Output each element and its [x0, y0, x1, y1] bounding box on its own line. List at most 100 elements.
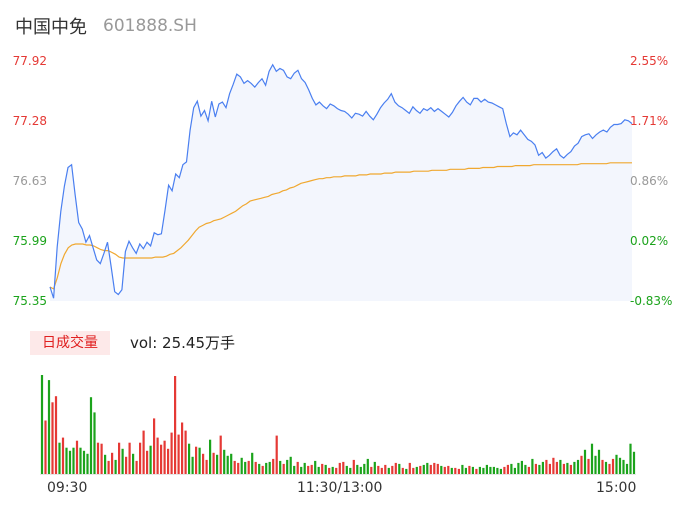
- volume-bar: [93, 412, 96, 474]
- volume-bar: [415, 466, 418, 474]
- volume-bar: [622, 459, 625, 474]
- volume-bar: [594, 455, 597, 474]
- volume-bar: [468, 465, 471, 474]
- volume-bar: [96, 442, 100, 474]
- y-tick-right-3: 0.02%: [630, 234, 669, 248]
- volume-bar: [492, 466, 495, 474]
- x-tick-open: 09:30: [47, 480, 88, 496]
- volume-bar: [447, 465, 450, 474]
- x-tick-close: 15:00: [596, 480, 637, 496]
- volume-bar: [223, 449, 226, 474]
- volume-bar: [68, 450, 72, 474]
- volume-bar: [566, 462, 569, 474]
- volume-bar: [296, 461, 299, 474]
- volume-bar: [212, 452, 215, 474]
- volume-bar: [527, 466, 530, 474]
- volume-bar: [545, 459, 548, 474]
- volume-bar: [114, 459, 117, 474]
- volume-bar: [510, 463, 513, 474]
- volume-bar: [86, 453, 89, 474]
- volume-bar: [342, 461, 345, 474]
- volume-bar: [552, 457, 555, 474]
- volume-bar: [419, 465, 422, 474]
- volume-bar: [363, 463, 366, 474]
- volume-bar: [254, 461, 257, 474]
- volume-bar: [356, 464, 359, 474]
- volume-bar: [576, 459, 580, 474]
- volume-bar: [583, 449, 587, 474]
- volume-bar: [506, 464, 509, 474]
- volume-bar: [489, 466, 492, 474]
- volume-bar: [230, 453, 233, 474]
- volume-bar: [111, 452, 114, 474]
- volume-bar: [177, 434, 180, 474]
- volume-bar: [132, 453, 135, 474]
- volume-bar: [559, 459, 562, 474]
- volume-bar: [513, 467, 516, 474]
- y-tick-left-4: 75.35: [12, 294, 47, 308]
- y-tick-right-0: 2.55%: [630, 54, 669, 68]
- volume-bar: [149, 445, 152, 474]
- volume-bar: [58, 442, 61, 474]
- volume-bar: [279, 460, 282, 474]
- volume-bar: [181, 422, 184, 474]
- volume-bar: [107, 460, 110, 474]
- volume-bar: [370, 466, 373, 474]
- volume-bar: [156, 437, 159, 474]
- volume-bar: [457, 468, 460, 474]
- volume-bar: [482, 467, 485, 474]
- volume-bar: [377, 465, 380, 474]
- volume-bar: [618, 457, 622, 474]
- price-area-fill: [50, 64, 632, 301]
- volume-bar: [321, 463, 324, 474]
- volume-bar: [405, 468, 408, 474]
- volume-bar: [615, 454, 618, 474]
- stock-name: 中国中免: [15, 17, 87, 38]
- volume-bar: [209, 439, 212, 474]
- volume-bar: [440, 465, 443, 474]
- volume-bar: [443, 466, 446, 474]
- volume-bar: [429, 464, 432, 474]
- volume-bar: [170, 432, 173, 474]
- stock-code: 601888.SH: [103, 16, 197, 36]
- volume-bar: [54, 396, 58, 474]
- volume-bar: [555, 461, 558, 474]
- volume-bar: [499, 468, 502, 474]
- volume-bar: [118, 442, 121, 474]
- volume-bar: [352, 459, 355, 474]
- volume-bar: [219, 435, 222, 474]
- volume-bar: [412, 467, 415, 474]
- y-tick-right-2: 0.86%: [630, 174, 669, 188]
- volume-bar: [51, 402, 54, 474]
- volume-tab[interactable]: 日成交量: [30, 331, 110, 355]
- volume-bar: [40, 375, 44, 474]
- volume-bar: [289, 456, 292, 474]
- y-tick-left-0: 77.92: [12, 54, 47, 68]
- volume-bar: [195, 446, 198, 474]
- volume-bar: [328, 467, 331, 474]
- volume-bar: [240, 457, 243, 474]
- volume-bar: [401, 467, 404, 474]
- volume-bar: [247, 460, 250, 474]
- volume-bar: [485, 464, 488, 474]
- volume-bar: [345, 465, 348, 474]
- volume-bar: [625, 463, 629, 474]
- volume-bar: [580, 455, 583, 474]
- volume-bar: [433, 462, 436, 474]
- volume-bar: [338, 462, 341, 474]
- volume-bar: [205, 459, 208, 474]
- volume-bar: [461, 464, 464, 474]
- volume-bar: [573, 461, 576, 474]
- volume-bar: [75, 440, 79, 474]
- volume-bar: [541, 461, 544, 474]
- volume-bar: [538, 464, 541, 474]
- volume-bar: [100, 443, 103, 474]
- volume-bar: [237, 462, 240, 474]
- volume-bar: [391, 465, 394, 474]
- volume-bar: [335, 467, 338, 474]
- volume-bar: [121, 448, 124, 475]
- volume-bar: [317, 466, 320, 474]
- volume-bar: [163, 440, 166, 474]
- volume-bar: [300, 466, 303, 474]
- volume-bar: [142, 430, 145, 474]
